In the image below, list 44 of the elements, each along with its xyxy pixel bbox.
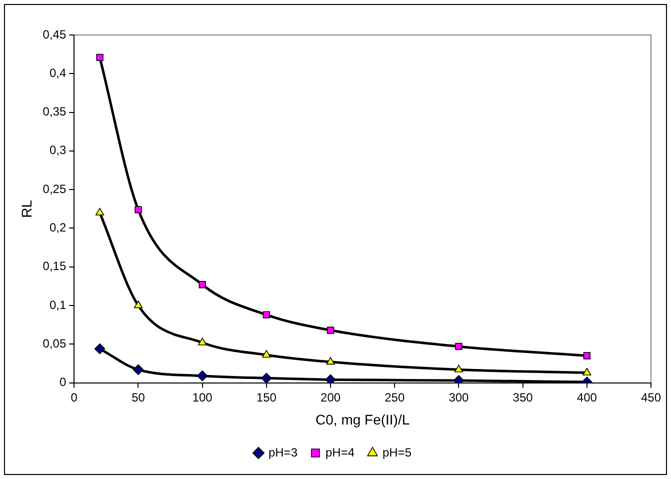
point (455, 342, 462, 350)
point (198, 338, 207, 346)
point (198, 281, 206, 288)
x-tick-label: 300 (448, 390, 470, 404)
y-axis-title: RL (18, 200, 34, 218)
legend-label: pH=3 (268, 445, 298, 460)
y-tick-label: 0,3 (49, 143, 66, 158)
point (326, 326, 334, 334)
x-tick-label: 350 (512, 390, 534, 404)
point (95, 208, 104, 216)
x-tick-label: 0 (70, 390, 78, 404)
y-tick-label: 0,2 (49, 220, 66, 235)
point (196, 370, 208, 382)
x-tick-label: 400 (576, 390, 598, 404)
point (326, 357, 335, 365)
point (262, 350, 271, 358)
y-tick-label: 0 (59, 375, 66, 390)
x-tick-label: 100 (192, 390, 213, 404)
x-tick-label: 200 (320, 390, 341, 404)
x-axis-title: C0, mg Fe(II)/L (316, 411, 410, 428)
point (261, 372, 272, 383)
point (454, 364, 464, 372)
y-tick-label: 0,45 (42, 27, 66, 42)
y-tick-label: 0,4 (49, 66, 66, 80)
y-tick-label: 0,15 (42, 259, 66, 274)
x-tick-label: 450 (640, 390, 662, 404)
point (96, 54, 104, 61)
y-tick-label: 0,25 (42, 182, 66, 196)
point (94, 343, 106, 354)
point (132, 364, 144, 376)
point (134, 206, 142, 214)
y-tick-label: 0,35 (42, 104, 66, 119)
point (582, 368, 592, 376)
x-tick-label: 50 (132, 390, 146, 404)
x-tick-label: 250 (384, 390, 405, 404)
legend-label: pH=4 (325, 445, 355, 460)
legend-label: pH=5 (382, 445, 412, 460)
point (583, 352, 590, 360)
point (325, 374, 336, 383)
y-tick-label: 0,1 (49, 298, 66, 312)
y-tick-label: 0,05 (42, 336, 66, 350)
x-tick-label: 150 (256, 390, 277, 404)
point (134, 300, 143, 308)
point (262, 311, 270, 318)
